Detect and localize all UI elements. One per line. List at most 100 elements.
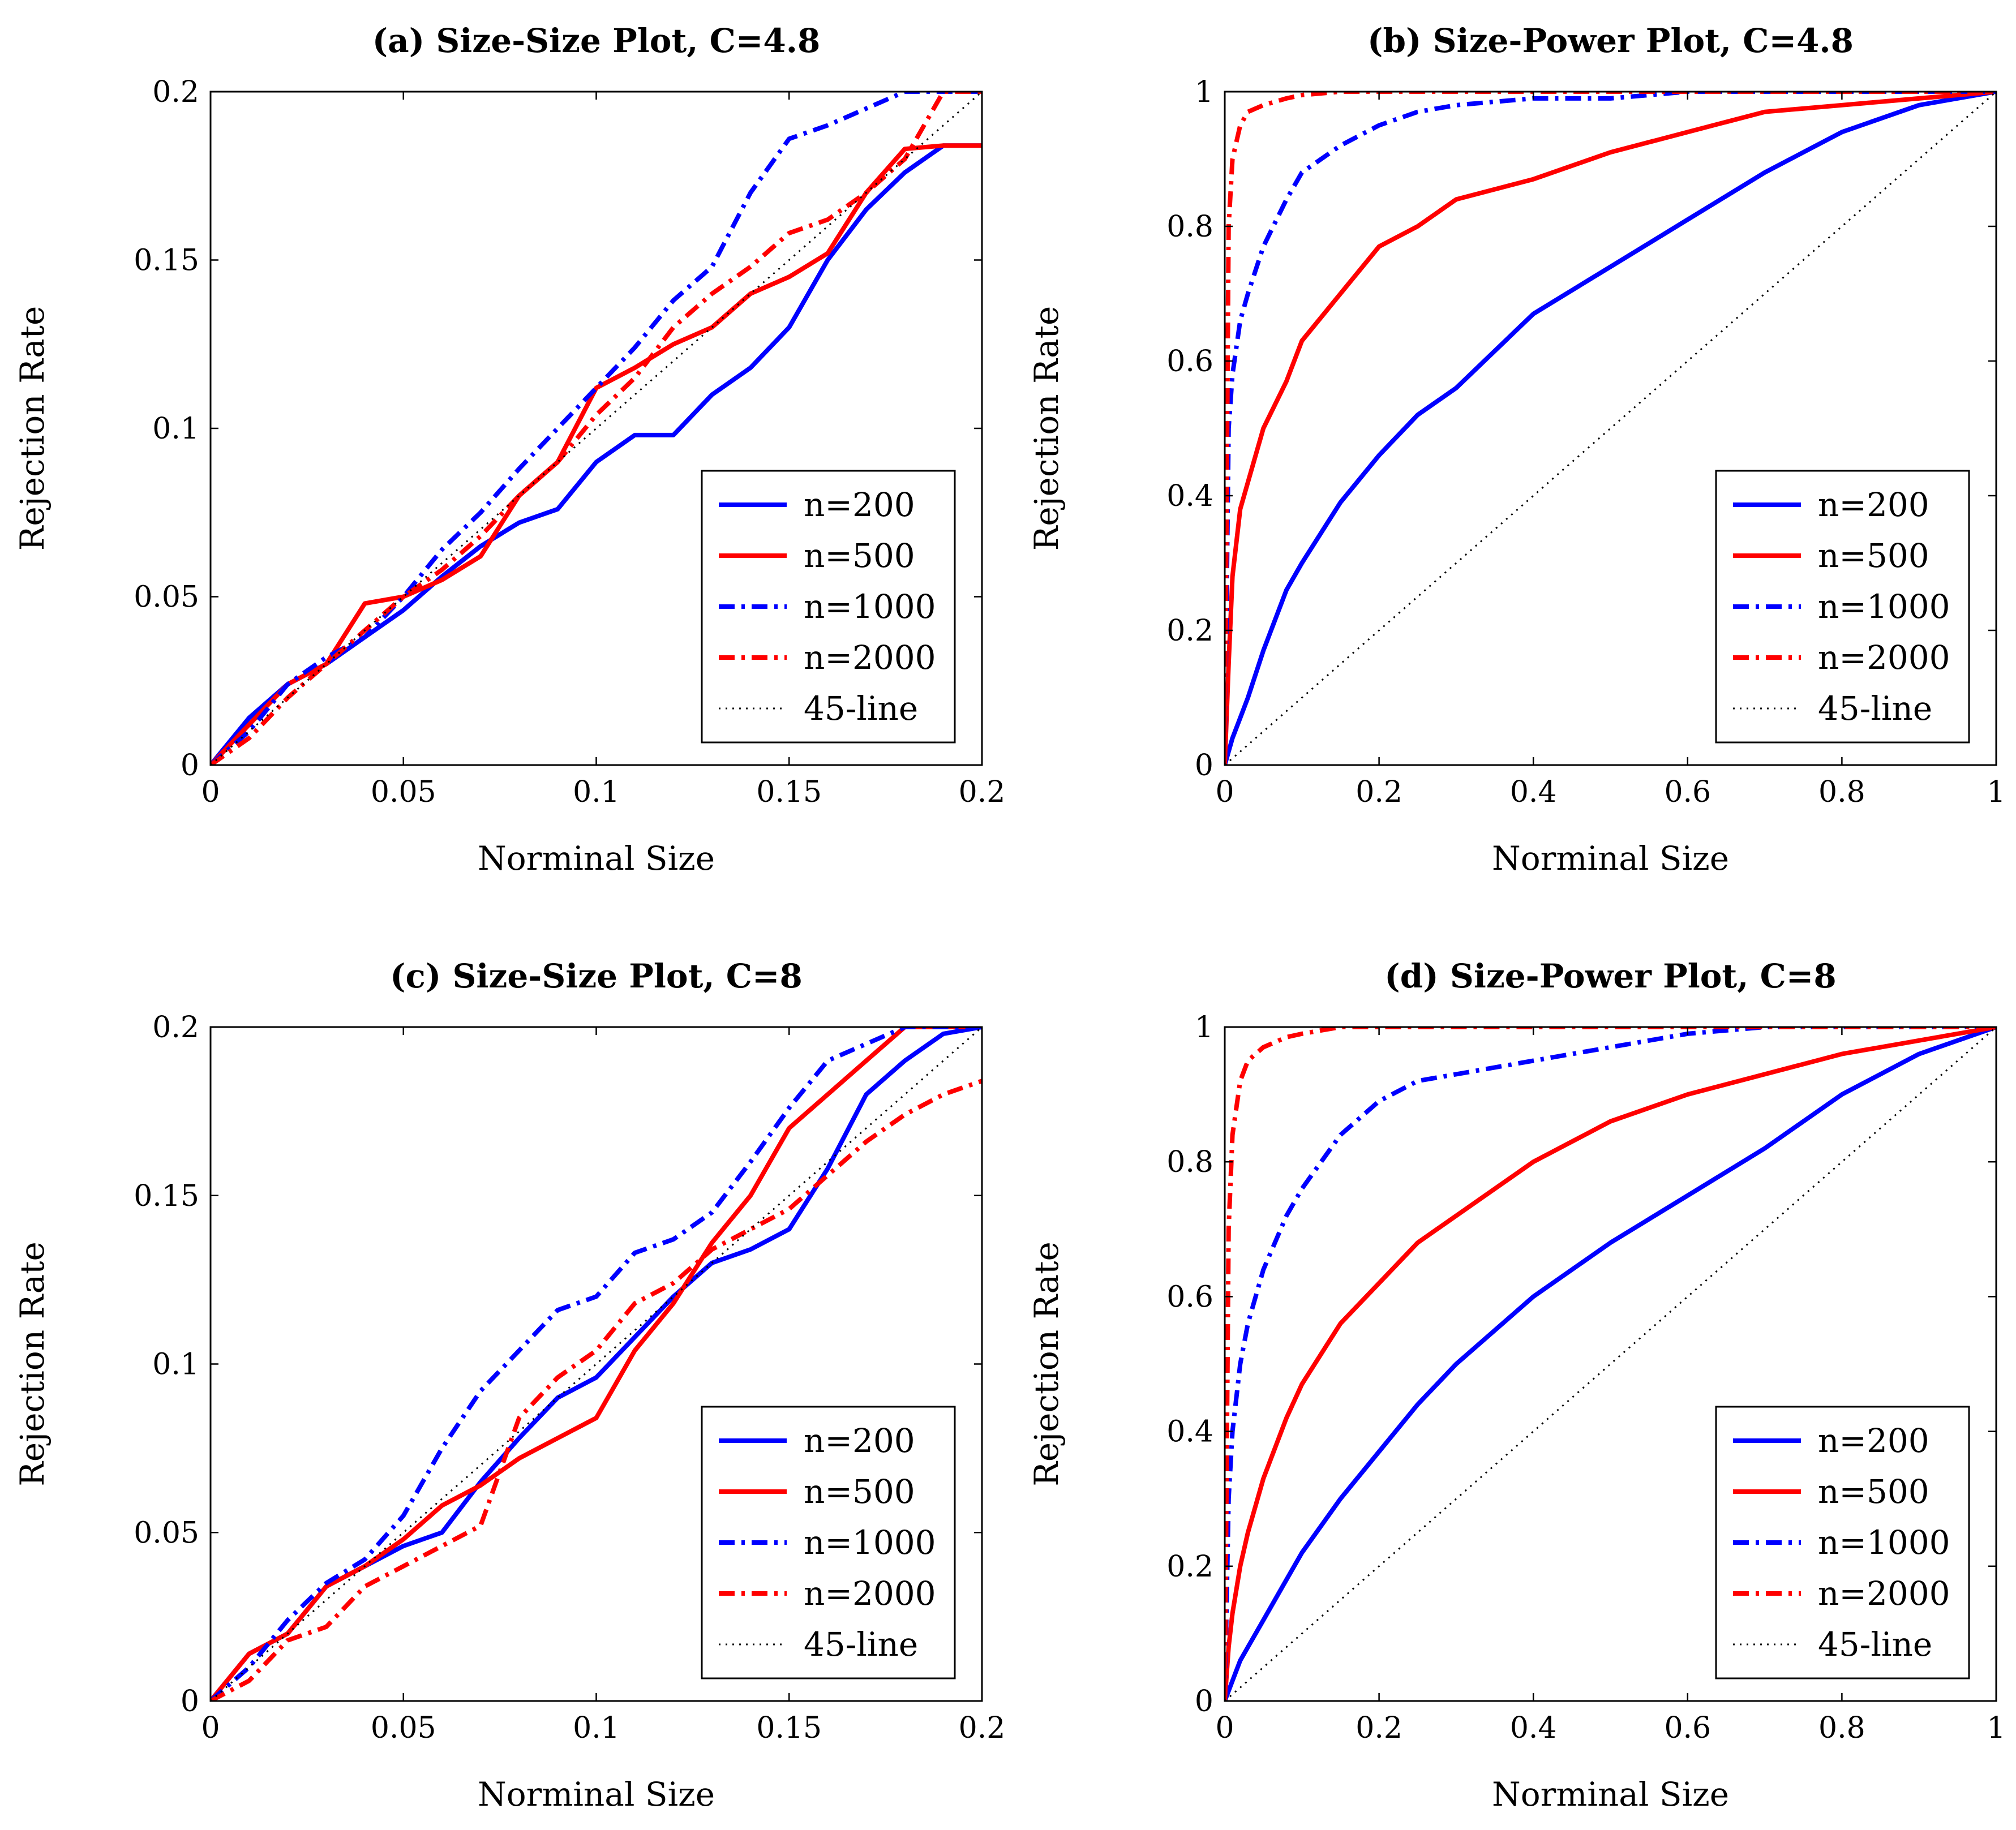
y-tick-label: 0.6	[1166, 1280, 1213, 1314]
legend-label: 45-line	[804, 689, 918, 728]
legend-label: n=500	[1818, 1472, 1929, 1511]
legend-label: n=200	[804, 1421, 915, 1460]
series-line-45-line	[1225, 1027, 1996, 1701]
y-tick-label: 0	[1195, 749, 1213, 783]
series-line-45-line	[211, 92, 982, 765]
x-tick-label: 0.8	[1818, 775, 1865, 809]
y-tick-label: 0.6	[1166, 345, 1213, 379]
y-tick-label: 0	[181, 1685, 199, 1719]
x-tick-label: 0	[1215, 775, 1234, 809]
series-group	[1225, 1027, 1996, 1701]
series-line-n=500	[211, 1027, 982, 1701]
x-tick-label: 0	[201, 775, 220, 809]
x-tick-label: 0	[201, 1711, 220, 1745]
x-tick-label: 0.05	[371, 1711, 436, 1745]
series-line-n=1000	[211, 1027, 982, 1701]
series-line-n=1000	[1225, 92, 1996, 765]
x-tick-label: 0.1	[573, 1711, 620, 1745]
y-tick-label: 0.2	[152, 75, 199, 109]
legend-label: n=1000	[1818, 1523, 1950, 1562]
x-tick-label: 1	[1987, 1711, 2005, 1745]
y-tick-label: 0.2	[1166, 614, 1213, 648]
x-tick-label: 0.2	[959, 775, 1006, 809]
series-line-n=1000	[1225, 1027, 1996, 1701]
legend-label: n=200	[1818, 486, 1929, 524]
series-line-n=200	[1225, 92, 1996, 765]
legend-label: n=500	[804, 536, 915, 575]
legend: n=200 n=500 n=1000 n=2000 45-line	[1715, 470, 1970, 744]
x-tick-label: 0	[1215, 1711, 1234, 1745]
x-tick-label: 0.4	[1510, 775, 1557, 809]
y-tick-label: 0.4	[1166, 1415, 1213, 1449]
chart-title: (d) Size-Power Plot, C=8	[1384, 957, 1836, 995]
x-tick-label: 0.4	[1510, 1711, 1557, 1745]
series-group	[211, 92, 982, 765]
chart-panel-1: (a) Size-Size Plot, C=4.8 0 0.05 0.1 0.15 0.2…	[13, 22, 1005, 878]
x-axis-label: Norminal Size	[478, 1775, 715, 1814]
series-line-n=500	[1225, 1027, 1996, 1701]
series-group	[211, 1027, 982, 1701]
y-tick-label: 0.1	[152, 1348, 199, 1382]
legend-label: 45-line	[1818, 1625, 1932, 1664]
series-line-45-line	[211, 1027, 982, 1701]
y-tick-label: 0.1	[152, 412, 199, 446]
y-tick-label: 0.4	[1166, 479, 1213, 513]
y-tick-label: 0.8	[1166, 1145, 1213, 1179]
y-axis-label: Rejection Rate	[1027, 1242, 1066, 1487]
legend-label: 45-line	[804, 1625, 918, 1664]
series-line-n=500	[1225, 92, 1996, 765]
x-tick-label: 0.05	[371, 775, 436, 809]
chart-panel-3: (c) Size-Size Plot, C=8 0 0.05 0.1 0.15 0.2 0 0…	[13, 957, 1005, 1814]
legend: n=200 n=500 n=1000 n=2000 45-line	[701, 470, 956, 744]
chart-title: (a) Size-Size Plot, C=4.8	[372, 22, 821, 60]
y-tick-label: 0.2	[1166, 1550, 1213, 1584]
y-axis-label: Rejection Rate	[13, 306, 52, 551]
legend-label: n=200	[804, 486, 915, 524]
legend-label: 45-line	[1818, 689, 1932, 728]
y-tick-label: 0.15	[134, 1179, 199, 1213]
chart-panel-2: (b) Size-Power Plot, C=4.8 0 0.2 0.4 0.6 0.8 1…	[1027, 22, 2006, 878]
x-tick-label: 0.6	[1664, 775, 1711, 809]
y-tick-label: 0	[1195, 1685, 1213, 1719]
legend-label: n=2000	[804, 1574, 936, 1613]
chart-title: (c) Size-Size Plot, C=8	[390, 957, 803, 995]
axes-frame	[1224, 91, 1997, 766]
y-tick-label: 0.2	[152, 1011, 199, 1045]
legend: n=200 n=500 n=1000 n=2000 45-line	[701, 1406, 956, 1679]
legend-label: n=500	[804, 1472, 915, 1511]
x-tick-label: 0.1	[573, 775, 620, 809]
y-axis-label: Rejection Rate	[13, 1242, 52, 1487]
series-line-n=200	[1225, 1027, 1996, 1701]
x-tick-label: 0.2	[959, 1711, 1006, 1745]
legend-label: n=500	[1818, 536, 1929, 575]
y-tick-label: 0.8	[1166, 210, 1213, 244]
legend-label: n=1000	[804, 587, 936, 626]
y-tick-label: 0.05	[134, 1516, 199, 1550]
x-tick-label: 0.6	[1664, 1711, 1711, 1745]
y-tick-label: 1	[1195, 75, 1213, 109]
x-tick-label: 0.15	[756, 775, 822, 809]
chart-panel-4: (d) Size-Power Plot, C=8 0 0.2 0.4 0.6 0.8 1 0 0…	[1027, 957, 2006, 1814]
x-tick-label: 0.8	[1818, 1711, 1865, 1745]
legend-label: n=2000	[804, 638, 936, 677]
x-axis-label: Norminal Size	[478, 839, 715, 878]
axes-frame	[1224, 1026, 1997, 1702]
x-tick-label: 0.2	[1356, 775, 1402, 809]
x-axis-label: Norminal Size	[1492, 839, 1729, 878]
y-tick-label: 0.05	[134, 581, 199, 615]
series-line-45-line	[1225, 92, 1996, 765]
legend-label: n=2000	[1818, 1574, 1950, 1613]
legend-label: n=1000	[1818, 587, 1950, 626]
legend-label: n=2000	[1818, 638, 1950, 677]
legend-label: n=1000	[804, 1523, 936, 1562]
legend: n=200 n=500 n=1000 n=2000 45-line	[1715, 1406, 1970, 1679]
series-group	[1225, 92, 1996, 765]
x-tick-label: 0.15	[756, 1711, 822, 1745]
y-tick-label: 0.15	[134, 244, 199, 278]
series-line-n=500	[211, 143, 982, 765]
chart-title: (b) Size-Power Plot, C=4.8	[1367, 22, 1854, 60]
y-tick-label: 0	[181, 749, 199, 783]
x-tick-label: 0.2	[1356, 1711, 1402, 1745]
